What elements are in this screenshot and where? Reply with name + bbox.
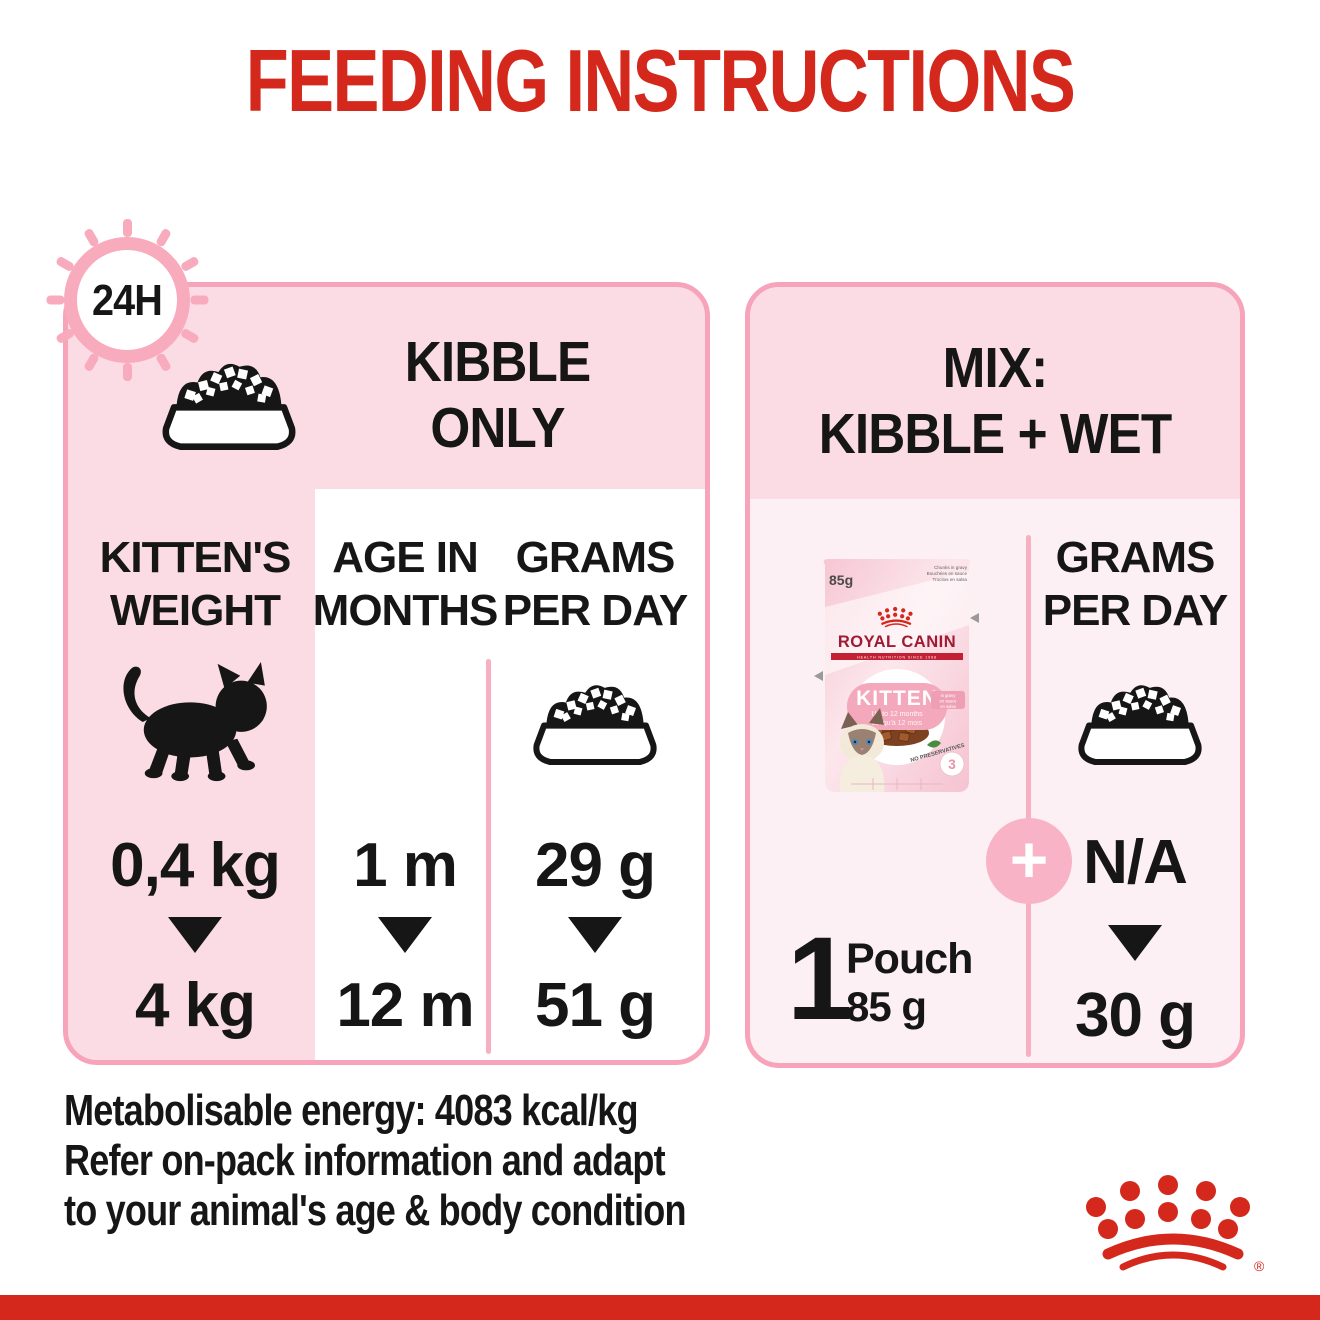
- kibble-title-line2: ONLY: [430, 396, 565, 460]
- mix-title-line2: KIBBLE + WET: [818, 402, 1172, 466]
- kibble-only-title: KIBBLE ONLY: [318, 329, 677, 461]
- pouch-weight-label: 85g: [829, 572, 853, 588]
- registered-mark: ®: [1254, 1258, 1265, 1274]
- pouch-product-name: KITTEN: [856, 687, 938, 710]
- footer-line3: to your animal's age & body condition: [64, 1186, 687, 1235]
- plus-icon: +: [986, 818, 1072, 904]
- pouch-kitten-photo: [839, 708, 885, 792]
- pouch-leaf-icon: [927, 740, 941, 748]
- pouch-quantity-unit: Pouch: [846, 935, 973, 983]
- col-header-kittens-weight: KITTEN'S WEIGHT: [99, 533, 292, 635]
- pouch-quantity-number: 1: [787, 913, 853, 1045]
- pouch-tear-notch-left: [814, 671, 823, 681]
- svg-text:Bouchées en sauce: Bouchées en sauce: [927, 571, 968, 576]
- kibble-title-line1: KIBBLE: [404, 330, 591, 394]
- royal-canin-crown-logo: ®: [1078, 1168, 1265, 1274]
- page-title: FEEDING INSTRUCTIONS: [245, 31, 1076, 130]
- footer-note: Metabolisable energy: 4083 kcal/kg Refer…: [64, 1086, 687, 1236]
- weight-from-value: 0,4 kg: [110, 831, 281, 900]
- svg-text:in gravy: in gravy: [941, 693, 957, 698]
- mix-column-divider: [1026, 535, 1031, 1057]
- kitten-silhouette-icon: [103, 659, 281, 787]
- kibble-only-panel: KIBBLE ONLY KITTEN'S WEIGHT AGE IN MONTH…: [63, 282, 710, 1065]
- grams-to-value: 51 g: [534, 971, 656, 1040]
- mix-grams-range-arrow: [1036, 925, 1234, 961]
- grams-from-value: 29 g: [534, 831, 656, 900]
- pouch-quantity-amount: 85 g: [846, 983, 927, 1030]
- clock-label: 24H: [92, 276, 163, 325]
- footer-line2: Refer on-pack information and adapt: [64, 1136, 666, 1185]
- svg-text:Chunks in gravy: Chunks in gravy: [934, 565, 968, 570]
- age-from-value: 1 m: [353, 831, 458, 900]
- mix-grams-bowl-icon: [1065, 677, 1215, 779]
- pouch-brand: ROYAL CANIN: [838, 633, 956, 651]
- 24h-clock-icon: 24H: [46, 219, 208, 381]
- mix-col-header-grams-per-day: GRAMS PER DAY: [1042, 533, 1229, 635]
- pouch-description-text: Chunks in gravy Bouchées en sauce Trocit…: [927, 565, 968, 582]
- grams-bowl-icon: [520, 677, 670, 779]
- mix-header-band: [750, 287, 1240, 499]
- col-header-grams-per-day: GRAMS PER DAY: [502, 533, 689, 635]
- kibble-column-divider: [486, 659, 491, 1054]
- grams-range-arrow: [480, 917, 705, 953]
- kitten-pouch-product-image: 85g Chunks in gravy Bouchées en sauce Tr…: [814, 559, 979, 792]
- age-to-value: 12 m: [336, 971, 474, 1040]
- footer-line1: Metabolisable energy: 4083 kcal/kg: [64, 1086, 639, 1135]
- weight-to-value: 4 kg: [134, 971, 256, 1040]
- pouch-tear-notch-right: [970, 613, 979, 623]
- svg-text:en salsa: en salsa: [940, 704, 956, 709]
- pouch-sub1: Up to 12 months: [871, 711, 923, 718]
- pouch-stage-badge: 3: [948, 757, 956, 772]
- mix-title-line1: MIX:: [942, 336, 1049, 400]
- weight-range-arrow: [75, 917, 315, 953]
- pouch-variant-text: in gravy en sauce en salsa: [940, 693, 958, 709]
- mix-grams-from-value: N/A: [1083, 828, 1188, 897]
- svg-text:en sauce: en sauce: [940, 699, 958, 704]
- svg-text:Trocitos en salsa: Trocitos en salsa: [932, 577, 967, 582]
- mix-grams-to-value: 30 g: [1074, 981, 1196, 1050]
- mix-title: MIX: KIBBLE + WET: [775, 335, 1216, 467]
- kibble-table-white-area: [315, 489, 705, 1060]
- age-range-arrow: [285, 917, 525, 953]
- col-header-age-in-months: AGE IN MONTHS: [312, 533, 499, 635]
- mix-kibble-wet-panel: MIX: KIBBLE + WET 85g Chunks in gravy Bo…: [745, 282, 1245, 1068]
- bottom-red-bar: [0, 1295, 1320, 1320]
- pouch-tagline: HEALTH NUTRITION SINCE 1968: [857, 655, 937, 659]
- pouch-sub2: Jusqu'à 12 mois: [872, 720, 923, 727]
